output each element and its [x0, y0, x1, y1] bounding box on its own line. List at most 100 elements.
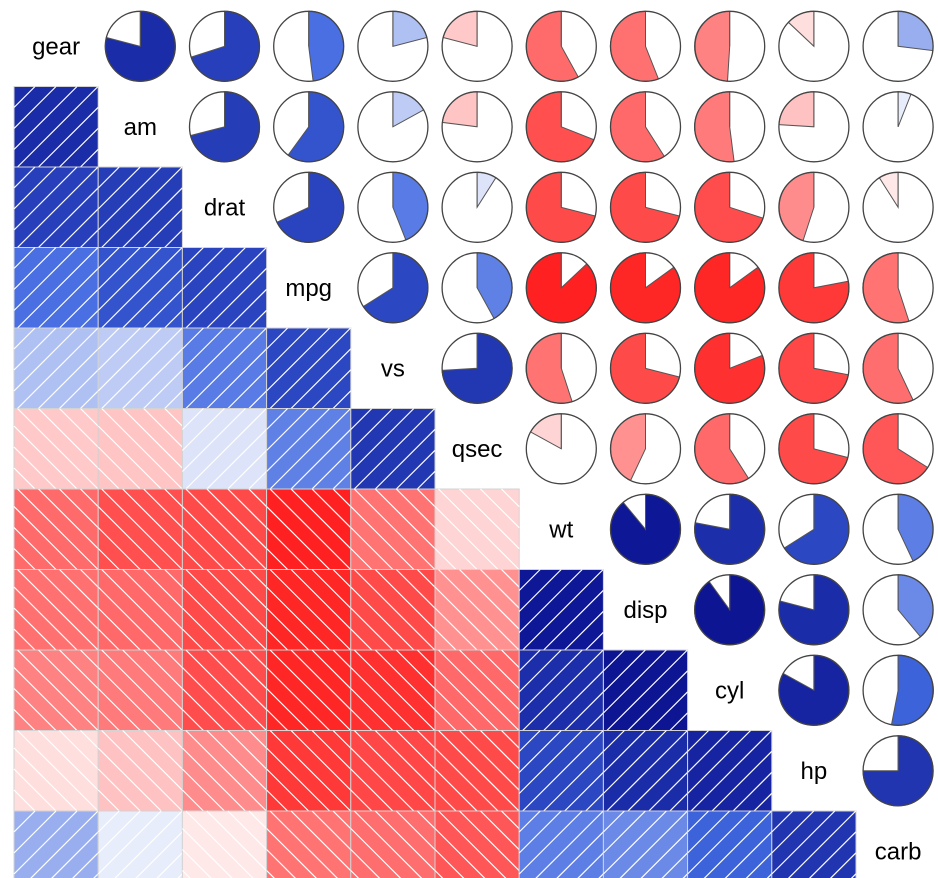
hatch-line [501, 488, 520, 508]
hatch-line [518, 569, 541, 591]
shade-cell-carb-drat [181, 810, 268, 878]
shade-square [97, 488, 183, 570]
hatch-line [97, 327, 120, 350]
hatch-line [97, 467, 120, 490]
shade-cell-cyl-disp [602, 649, 689, 731]
hatch-line [518, 810, 541, 833]
hatch-line [543, 589, 604, 651]
hatch-line [248, 470, 268, 490]
pie-outline [104, 10, 176, 82]
pie-cell-mpg-vs [357, 252, 429, 324]
hatch-line [13, 247, 57, 290]
pie-cell-am-mpg [273, 91, 345, 163]
hatch-line [332, 810, 352, 830]
hatch-line [97, 166, 141, 210]
hatch-line [480, 488, 520, 529]
hatch-line [164, 488, 183, 508]
shade-cell-carb-disp [602, 810, 689, 878]
shade-cell-hp-vs [350, 730, 436, 812]
hatch-line [266, 607, 310, 651]
hatch-line [13, 527, 57, 570]
pie-outline [188, 10, 261, 82]
shade-cell-carb-am [97, 810, 183, 878]
hatch-line [269, 327, 352, 409]
hatch-line [38, 348, 99, 409]
pie-outline [778, 574, 850, 646]
hatch-line [181, 247, 246, 311]
hatch-line [97, 628, 120, 651]
hatch-line [669, 712, 689, 731]
pie-outline [609, 171, 682, 243]
pie-cell-gear-qsec [441, 10, 513, 82]
hatch-line [434, 607, 478, 651]
shade-cell-wt-am [97, 488, 183, 570]
hatch-line [248, 569, 268, 588]
hatch-line [181, 548, 204, 570]
hatch-line [627, 670, 689, 731]
shade-cell-hp-disp [602, 730, 689, 812]
hatch-line [518, 649, 562, 693]
pie-cell-gear-cyl [694, 10, 766, 82]
hatch-line [269, 408, 352, 490]
hatch-line [97, 247, 162, 311]
pie-outline [694, 91, 766, 163]
hatch-line [185, 730, 267, 812]
hatch-line [143, 408, 183, 448]
hatch-line [459, 730, 520, 791]
hatch-line [434, 747, 499, 812]
hatch-line [732, 771, 773, 812]
hatch-line [135, 831, 183, 878]
hatch-line [185, 247, 267, 329]
pie-outline [609, 332, 682, 404]
hatch-line [564, 691, 604, 731]
diagonal-label-vs: vs [381, 355, 405, 382]
hatch-line [17, 408, 99, 490]
pie-outline [441, 91, 513, 163]
hatch-line [374, 488, 436, 550]
hatch-line [266, 327, 289, 350]
hatch-line [38, 187, 99, 248]
shade-cell-wt-drat [181, 488, 268, 570]
pie-cell-drat-cyl [694, 171, 766, 243]
hatch-line [248, 649, 268, 669]
hatch-line [51, 831, 99, 878]
hatch-line [185, 327, 267, 409]
hatch-line [602, 810, 625, 833]
hatch-line [311, 649, 352, 690]
pie-outline [694, 493, 766, 565]
hatch-line [97, 247, 141, 290]
hatch-line [181, 408, 204, 430]
hatch-line [434, 586, 499, 651]
hatch-line [640, 831, 689, 878]
hatch-line [353, 810, 423, 878]
hatch-line [480, 810, 520, 851]
hatch-line [350, 548, 373, 570]
shade-cell-vs-mpg [266, 327, 352, 409]
hatch-line [13, 327, 36, 350]
hatch-line [206, 267, 268, 329]
hatch-line [227, 369, 268, 409]
pie-outline [525, 171, 597, 243]
pie-outline [357, 91, 429, 163]
shade-cell-carb-vs [350, 810, 436, 878]
pie-outline [357, 252, 429, 324]
hatch-line [598, 873, 604, 878]
pie-cell-am-drat [188, 91, 261, 163]
hatch-line [480, 569, 520, 609]
hatch-line [101, 327, 183, 409]
hatch-line [101, 569, 183, 651]
shade-cell-drat-am [97, 166, 183, 248]
shade-square [97, 166, 183, 248]
shade-cell-disp-wt [518, 569, 604, 651]
pie-outline [525, 10, 597, 82]
hatch-line [703, 810, 773, 878]
hatch-line [350, 527, 394, 570]
pie-cell-wt-cyl [694, 493, 766, 565]
hatch-line [164, 309, 183, 329]
pie-outline [862, 493, 934, 565]
hatch-line [501, 730, 520, 749]
hatch-line [227, 569, 268, 609]
hatch-line [395, 649, 436, 690]
pie-outline [188, 91, 261, 163]
pie-cell-qsec-hp [778, 413, 850, 485]
